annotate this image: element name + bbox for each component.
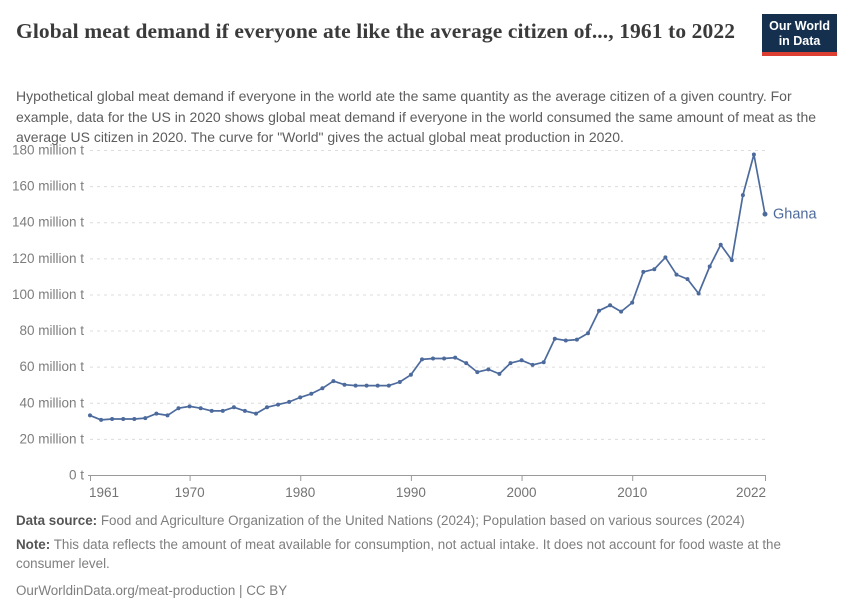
data-point <box>209 408 214 413</box>
data-point <box>154 411 159 416</box>
data-point <box>132 417 137 421</box>
data-point <box>276 402 281 407</box>
x-axis-label: 1970 <box>175 485 205 500</box>
data-point <box>696 291 701 296</box>
data-point <box>652 267 657 272</box>
data-point <box>674 272 679 277</box>
data-point <box>408 372 413 377</box>
data-point <box>88 413 92 418</box>
x-axis-label: 1990 <box>396 485 426 500</box>
series-line <box>89 153 766 421</box>
data-point <box>431 356 435 361</box>
owid-logo: Our World in Data <box>762 14 837 56</box>
data-point <box>552 336 557 341</box>
x-axis-label: 2010 <box>617 485 647 500</box>
data-point <box>143 416 148 421</box>
y-axis-label: 140 million t <box>12 215 84 230</box>
y-axis-label: 100 million t <box>12 287 84 302</box>
owid-logo-line2: in Data <box>778 34 821 48</box>
data-point <box>707 264 712 269</box>
data-point <box>619 309 624 314</box>
data-point <box>176 406 181 411</box>
citation-url: OurWorldinData.org/meat-production | CC … <box>16 583 288 598</box>
y-axis-label: 120 million t <box>12 251 84 266</box>
data-point <box>386 383 391 388</box>
data-source-text: Food and Agriculture Organization of the… <box>97 513 745 528</box>
y-axis-label: 80 million t <box>19 323 84 338</box>
line-chart: 0 t 20 million t 40 million t 60 million t 8… <box>12 143 818 501</box>
chart-subtitle: Hypothetical global meat demand if every… <box>16 88 817 145</box>
data-point <box>110 417 115 421</box>
y-axis-label: 0 t <box>69 468 84 483</box>
data-point <box>453 355 458 360</box>
data-point <box>597 308 601 313</box>
data-point <box>464 361 469 366</box>
chart-footer: Data source: Food and Agriculture Organi… <box>16 511 834 600</box>
note-label: Note: <box>16 537 51 552</box>
data-point <box>563 338 568 343</box>
data-point <box>265 405 269 410</box>
data-point <box>718 242 723 247</box>
data-point <box>165 413 170 418</box>
y-axis-label: 160 million t <box>12 179 84 194</box>
data-point <box>342 382 347 387</box>
data-point <box>475 370 480 375</box>
data-point <box>121 417 126 421</box>
page-title: Global meat demand if everyone ate like … <box>16 19 736 43</box>
y-axis-label: 180 million t <box>12 143 84 158</box>
data-point <box>663 255 668 260</box>
data-point <box>287 399 292 404</box>
data-point <box>320 386 325 391</box>
data-point <box>99 417 104 422</box>
note-text: This data reflects the amount of meat av… <box>16 537 781 571</box>
x-axis-label: 1980 <box>285 485 315 500</box>
x-axis-label: 2000 <box>507 485 537 500</box>
data-point <box>630 300 635 305</box>
y-axis-label: 60 million t <box>19 359 84 374</box>
data-point <box>541 360 546 365</box>
data-point <box>685 277 690 282</box>
data-source-label: Data source: <box>16 513 98 528</box>
data-point <box>364 383 369 388</box>
series-end-label: Ghana <box>773 207 817 223</box>
data-point <box>420 357 424 362</box>
data-point <box>220 408 225 413</box>
x-axis-label: 2022 <box>736 485 766 500</box>
data-point <box>608 303 613 308</box>
data-point <box>231 405 236 410</box>
data-point <box>519 358 524 363</box>
data-point <box>497 371 502 376</box>
y-axis-label: 20 million t <box>19 431 84 446</box>
data-point <box>187 404 192 409</box>
y-axis-label: 40 million t <box>19 395 84 410</box>
x-axis-label: 1961 <box>89 485 119 500</box>
data-point <box>353 383 358 388</box>
data-point <box>442 356 447 361</box>
data-point <box>242 408 247 413</box>
data-point <box>729 258 734 263</box>
data-point <box>375 383 380 388</box>
data-point <box>254 411 258 416</box>
data-point <box>574 337 579 342</box>
data-source-line: Data source: Food and Agriculture Organi… <box>16 511 834 530</box>
data-point <box>530 362 535 367</box>
data-point <box>309 391 314 396</box>
data-point <box>641 269 646 274</box>
owid-logo-line1: Our World <box>769 19 830 33</box>
data-point <box>397 380 402 384</box>
data-point <box>740 193 745 198</box>
data-point <box>331 379 336 384</box>
data-point <box>586 331 590 336</box>
note-line: Note: This data reflects the amount of m… <box>16 535 834 573</box>
data-point <box>298 395 303 400</box>
data-point <box>486 367 491 372</box>
data-point <box>198 406 203 411</box>
data-point <box>508 361 513 366</box>
series-end-point <box>762 211 768 217</box>
data-point <box>751 152 756 157</box>
